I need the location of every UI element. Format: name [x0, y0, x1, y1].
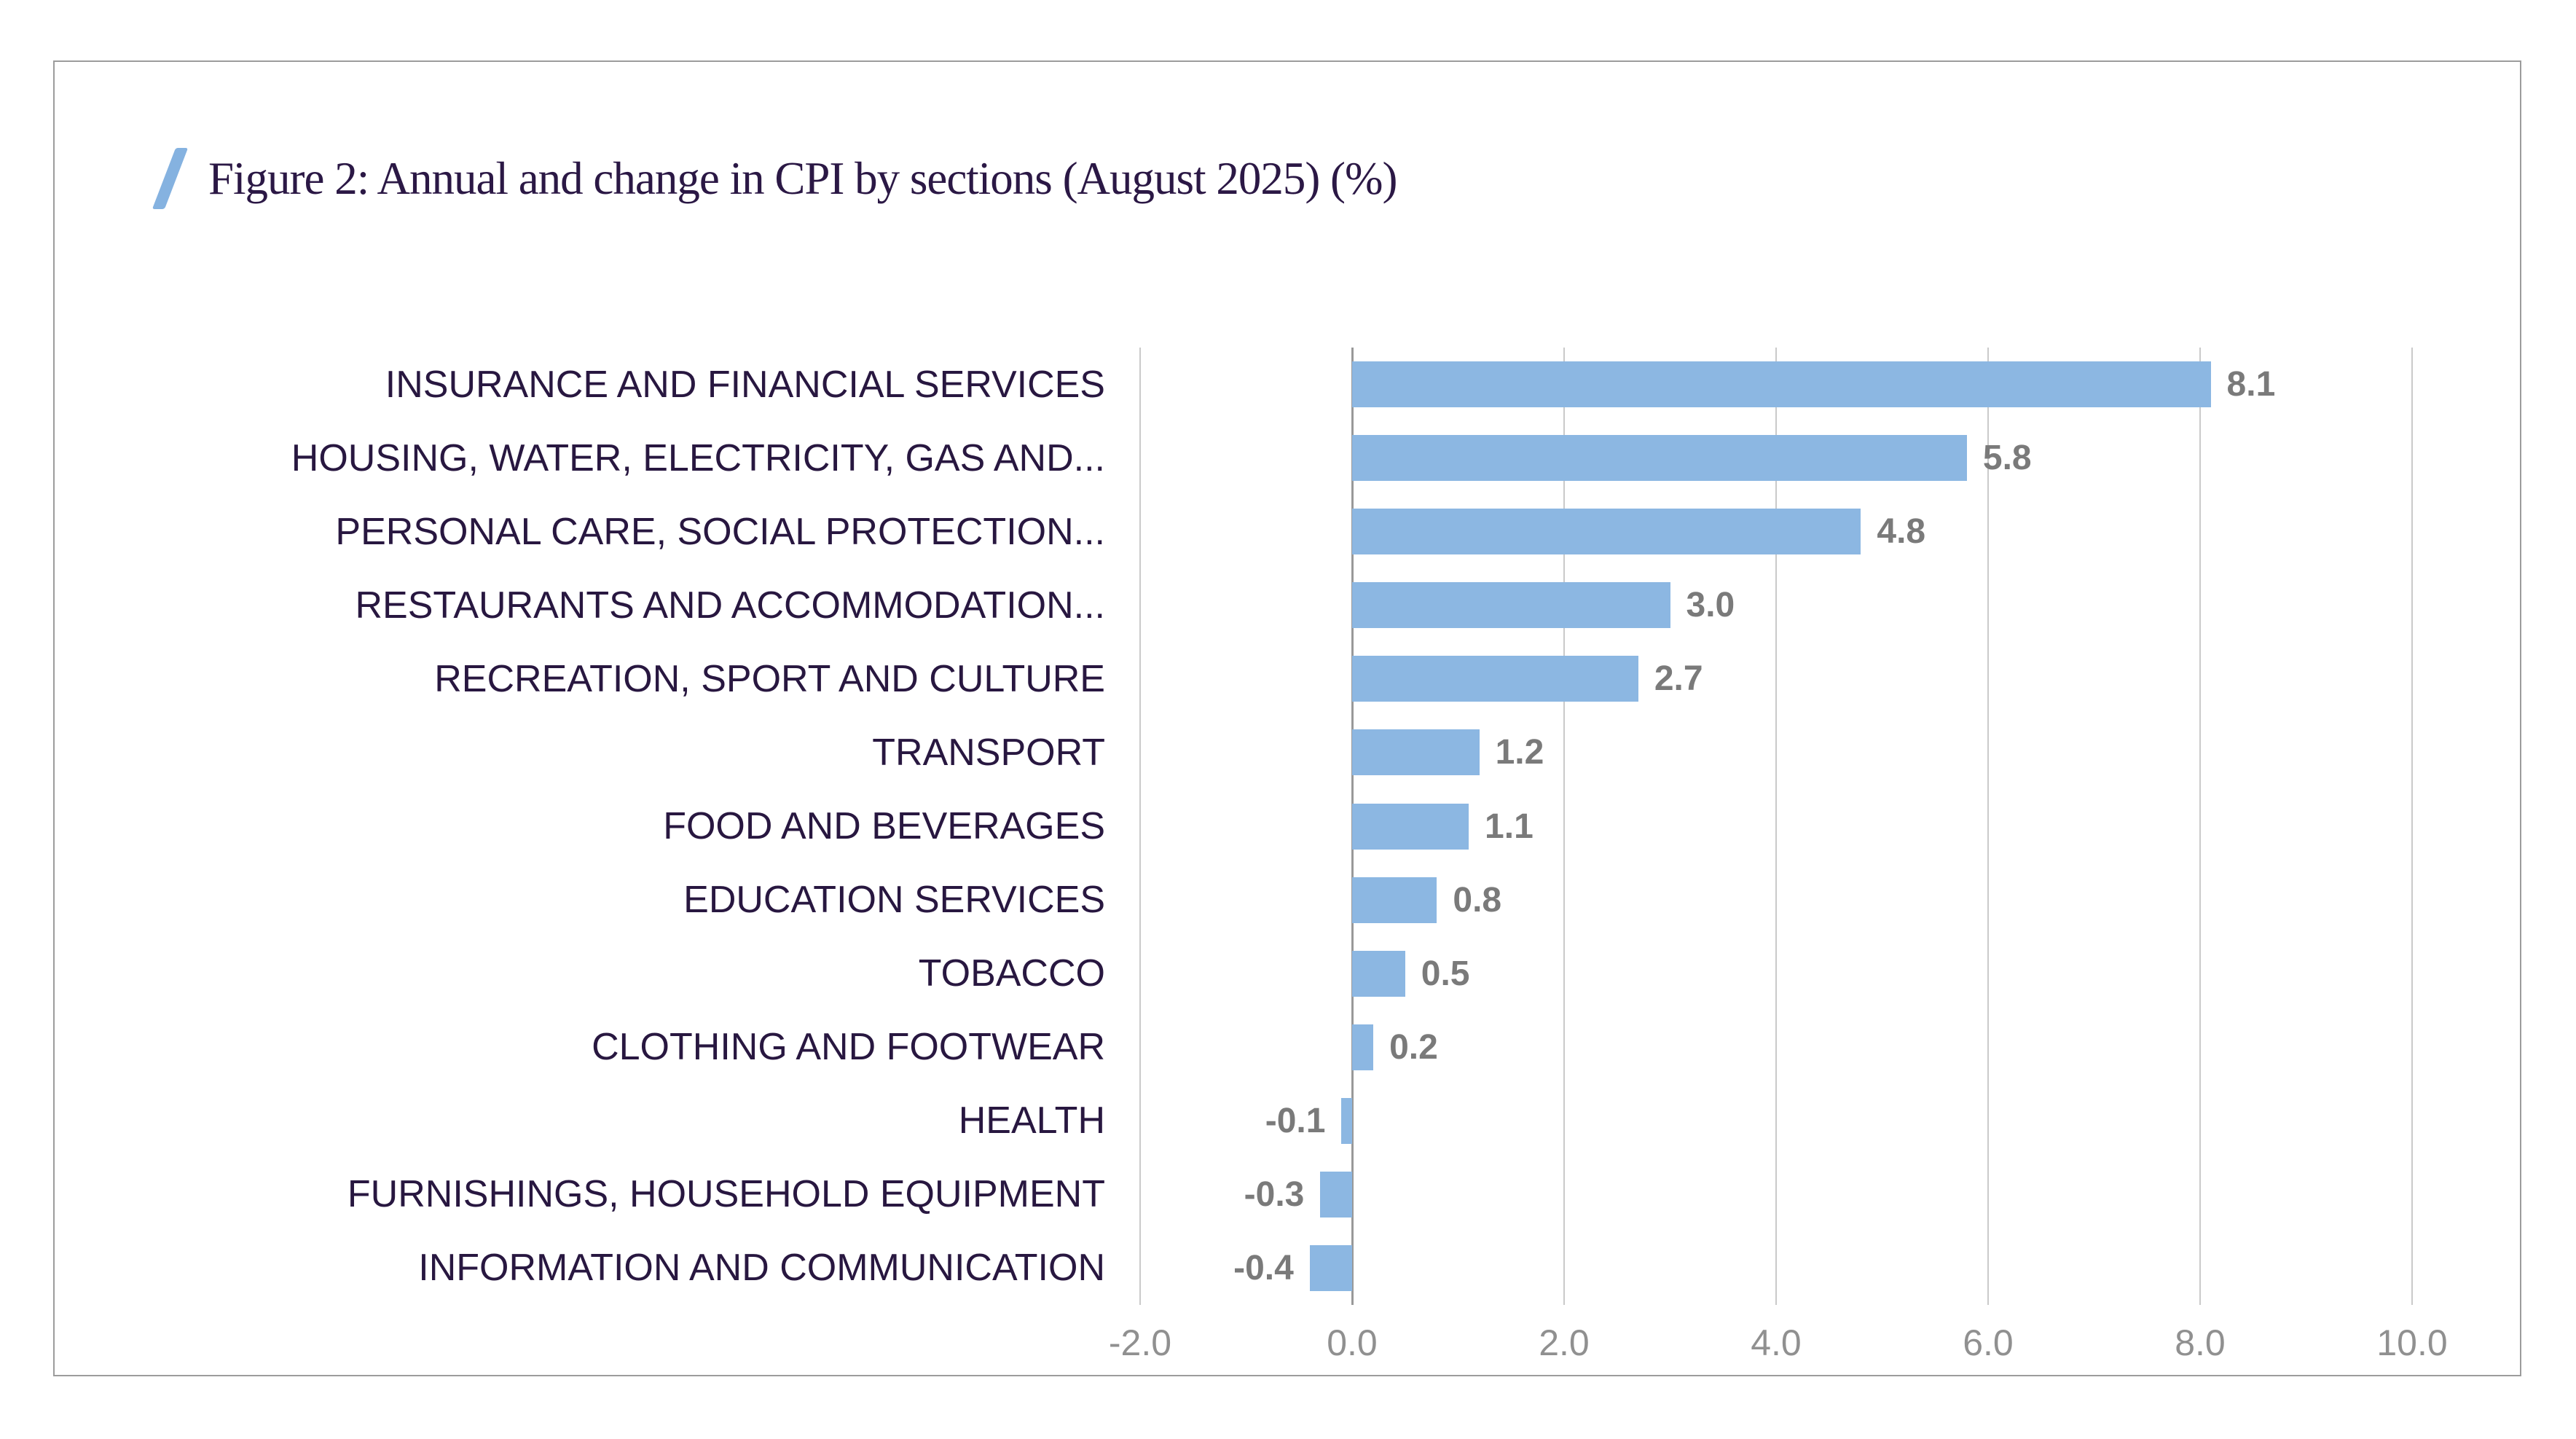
- x-tick-label: 0.0: [1327, 1322, 1378, 1363]
- gridline: [1987, 348, 1989, 1305]
- value-label: -0.4: [1233, 1248, 1294, 1287]
- gridline: [1775, 348, 1777, 1305]
- value-label: 3.0: [1686, 586, 1735, 625]
- figure-title: Figure 2: Annual and change in CPI by se…: [208, 152, 1397, 204]
- bar: [1352, 656, 1638, 702]
- x-tick-label: 10.0: [2376, 1322, 2448, 1363]
- plot-area: 8.1 5.8 4.8 3.0 2.7 1.2 1.1 0.8 0.5 0.2 -0.1 -0.3 -0…: [1139, 348, 2413, 1305]
- gridline: [1563, 348, 1565, 1305]
- bar: [1352, 803, 1469, 850]
- bar: [1352, 729, 1480, 776]
- category-label: HOUSING, WATER, ELECTRICITY, GAS AND...: [291, 436, 1105, 479]
- value-label: 4.8: [1877, 512, 1926, 552]
- bar: [1352, 509, 1861, 555]
- bar: [1352, 435, 1967, 482]
- bar: [1309, 1244, 1352, 1291]
- x-tick-label: -2.0: [1108, 1322, 1172, 1363]
- value-label: 5.8: [1982, 439, 2032, 478]
- bar: [1352, 361, 2211, 408]
- bar: [1341, 1097, 1352, 1144]
- category-label: HEALTH: [958, 1099, 1105, 1142]
- value-label: 0.8: [1453, 880, 1502, 920]
- bar: [1352, 582, 1670, 629]
- value-label: -0.1: [1265, 1101, 1326, 1140]
- category-label: INSURANCE AND FINANCIAL SERVICES: [385, 363, 1105, 406]
- x-tick-label: 8.0: [2175, 1322, 2226, 1363]
- bar: [1352, 1024, 1374, 1070]
- value-label: 1.2: [1495, 733, 1544, 772]
- category-label: EDUCATION SERVICES: [683, 879, 1105, 922]
- category-labels: INSURANCE AND FINANCIAL SERVICES HOUSING,…: [157, 348, 1105, 1305]
- category-label: TOBACCO: [918, 952, 1105, 995]
- figure-card: Figure 2: Annual and change in CPI by se…: [53, 60, 2521, 1376]
- value-label: 0.5: [1421, 954, 1470, 993]
- x-axis-ticks: -2.0 0.0 2.0 4.0 6.0 8.0 10.0: [1109, 1320, 2448, 1366]
- category-label: RECREATION, SPORT AND CULTURE: [434, 657, 1105, 700]
- value-label: 2.7: [1654, 659, 1703, 699]
- value-label: 1.1: [1485, 807, 1534, 846]
- slash-icon: [152, 148, 189, 209]
- bar: [1352, 877, 1437, 923]
- category-label: INFORMATION AND COMMUNICATION: [418, 1247, 1105, 1290]
- x-tick-label: 2.0: [1539, 1322, 1590, 1363]
- figure-header: Figure 2: Annual and change in CPI by se…: [152, 148, 1397, 209]
- gridline: [2199, 348, 2201, 1305]
- value-label: 8.1: [2226, 365, 2276, 404]
- bar: [1352, 950, 1405, 997]
- x-tick-label: 4.0: [1751, 1322, 1802, 1363]
- category-label: PERSONAL CARE, SOCIAL PROTECTION...: [335, 510, 1105, 553]
- value-label: 0.2: [1389, 1027, 1438, 1067]
- category-label: RESTAURANTS AND ACCOMMODATION...: [355, 584, 1106, 627]
- x-tick-label: 6.0: [1963, 1322, 2014, 1363]
- category-label: FOOD AND BEVERAGES: [663, 804, 1105, 847]
- category-label: FURNISHINGS, HOUSEHOLD EQUIPMENT: [347, 1173, 1105, 1216]
- gridline: [1139, 348, 1141, 1305]
- category-label: CLOTHING AND FOOTWEAR: [592, 1026, 1105, 1069]
- category-label: TRANSPORT: [872, 731, 1105, 774]
- bar: [1320, 1171, 1352, 1218]
- value-label: -0.3: [1244, 1175, 1305, 1214]
- gridline: [2411, 348, 2413, 1305]
